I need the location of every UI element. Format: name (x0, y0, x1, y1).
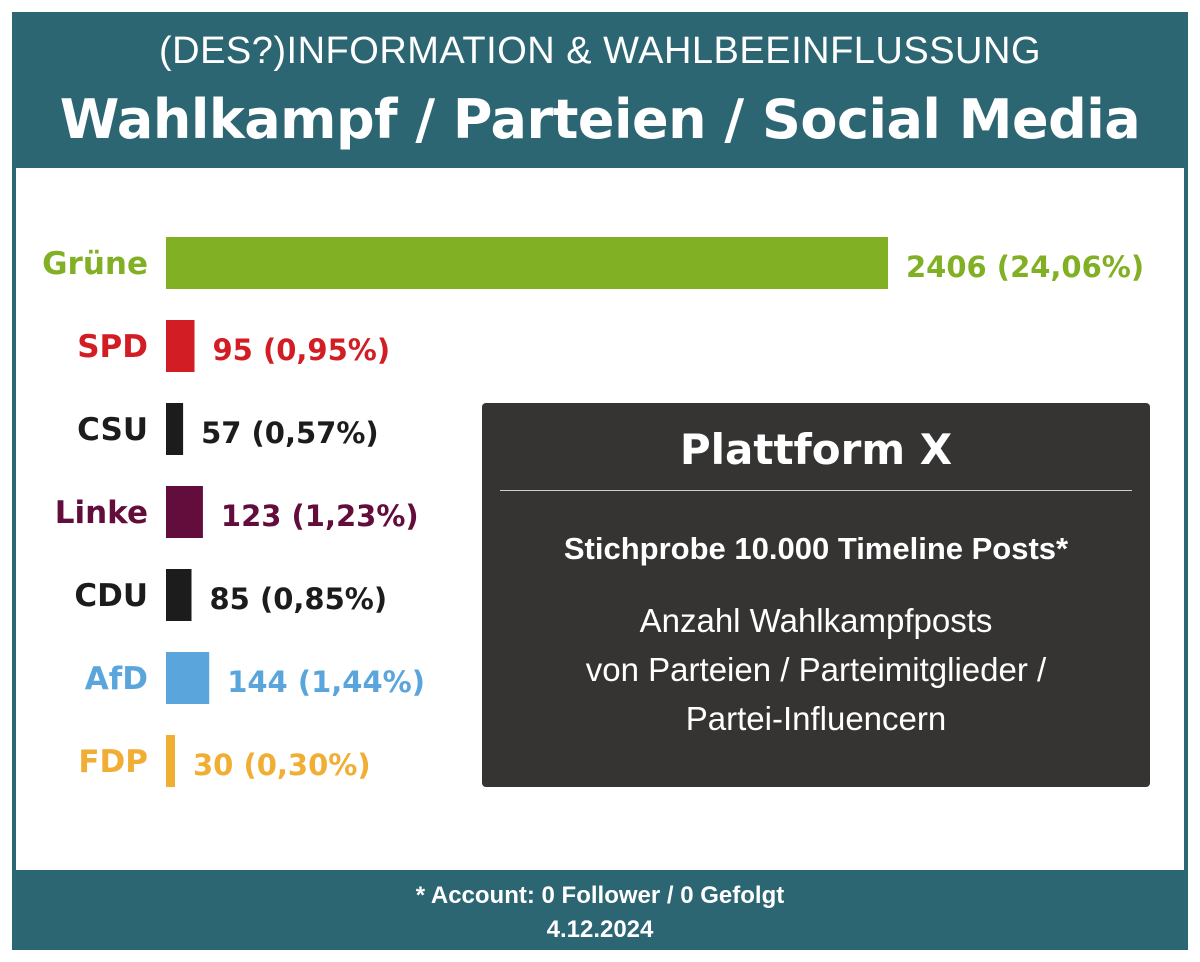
info-divider (500, 490, 1132, 491)
data-label: 85 (0,85%) (210, 582, 388, 616)
data-label: 57 (0,57%) (201, 416, 379, 450)
description-text: Anzahl Wahlkampfposts von Parteien / Par… (482, 596, 1150, 743)
description-line-2: von Parteien / Parteimitglieder / (585, 651, 1047, 688)
category-label: CDU (74, 578, 148, 614)
description-line-3: Partei-Influencern (685, 700, 947, 737)
bar (166, 403, 184, 455)
category-label: Linke (55, 495, 148, 531)
bar (166, 486, 203, 538)
header-title: Wahlkampf / Parteien / Social Media (59, 88, 1141, 151)
data-label: 95 (0,95%) (213, 333, 391, 367)
bar (166, 569, 192, 621)
platform-title: Plattform X (679, 425, 953, 474)
category-label: AfD (85, 661, 148, 697)
sample-size-text: Stichprobe 10.000 Timeline Posts* (563, 531, 1069, 566)
footer-note: * Account: 0 Follower / 0 Gefolgt (415, 882, 785, 909)
category-label: CSU (77, 412, 148, 448)
bar (166, 735, 176, 787)
data-label: 2406 (24,06%) (906, 250, 1144, 284)
bar (166, 652, 210, 704)
data-label: 123 (1,23%) (221, 499, 419, 533)
category-label: FDP (78, 744, 148, 780)
bar (166, 237, 888, 289)
category-label: SPD (77, 329, 148, 365)
header-subtitle: (DES?)INFORMATION & WAHLBEEINFLUSSUNG (158, 30, 1042, 72)
data-label: 30 (0,30%) (193, 748, 371, 782)
category-label: Grüne (42, 246, 148, 282)
footer-date: 4.12.2024 (546, 916, 654, 943)
data-label: 144 (1,44%) (227, 665, 425, 699)
platform-info-box: Plattform X Stichprobe 10.000 Timeline P… (482, 403, 1150, 787)
description-line-1: Anzahl Wahlkampfposts (639, 602, 993, 639)
bar (166, 320, 195, 372)
